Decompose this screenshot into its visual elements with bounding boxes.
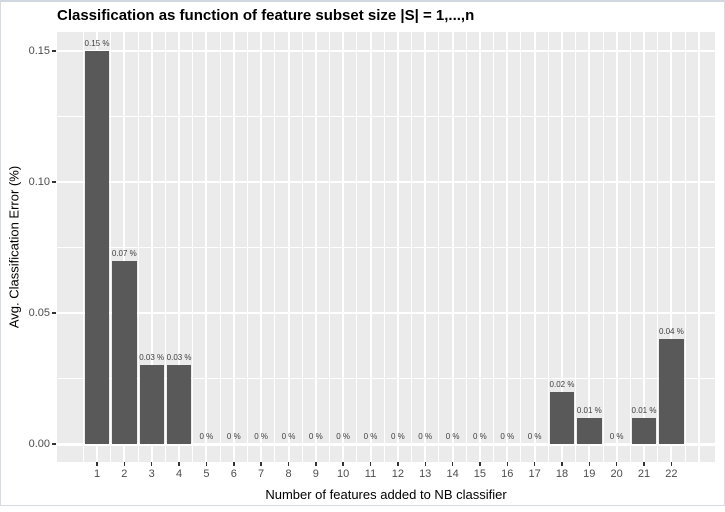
x-axis-tick	[96, 462, 98, 466]
x-axis-tick	[205, 462, 208, 466]
bar-value-label: 0 %	[254, 432, 268, 441]
x-axis-tick-label: 4	[176, 468, 183, 480]
x-axis-tick	[123, 462, 126, 466]
bar-value-label: 0.15 %	[84, 39, 110, 48]
bar-21	[631, 417, 657, 444]
x-axis-tick	[561, 462, 563, 466]
x-axis-tick-label: 1	[93, 468, 101, 480]
bar-value-label: 0 %	[609, 432, 624, 441]
x-axis-tick	[233, 462, 235, 466]
y-axis-tick	[52, 443, 56, 445]
x-axis-tick	[342, 462, 344, 466]
x-axis-tick-label: 20	[610, 468, 623, 480]
x-axis-tick-label: 12	[391, 468, 405, 480]
bar-value-label: 0 %	[308, 432, 323, 441]
x-axis-tick-label: 19	[583, 468, 596, 480]
bar-value-label: 0 %	[500, 432, 515, 441]
x-axis-tick	[287, 462, 290, 466]
bar-value-label: 0 %	[472, 432, 487, 441]
h-gridline-major	[57, 181, 715, 183]
y-axis-tick	[52, 50, 56, 52]
x-axis-tick-label: 22	[665, 468, 678, 480]
x-axis-tick	[260, 462, 262, 466]
bar-22	[659, 339, 684, 444]
x-axis-tick	[178, 462, 180, 466]
y-axis-title: Avg. Classification Error (%)	[6, 165, 22, 329]
bar-value-label: 0 %	[226, 432, 241, 441]
bar-value-label: 0 %	[281, 432, 296, 441]
x-axis-tick	[479, 462, 481, 466]
x-axis-tick	[315, 462, 317, 466]
x-axis-tick-label: 3	[148, 468, 155, 480]
bar-2	[112, 260, 137, 444]
x-axis-tick-label: 15	[473, 468, 487, 480]
x-axis-tick	[533, 462, 536, 466]
bar-1	[84, 51, 110, 444]
y-axis-tick-label: 0.10	[28, 176, 50, 188]
bar-value-label: 0.04 %	[658, 327, 684, 337]
x-axis-tick-label: 21	[637, 468, 651, 480]
x-axis-tick-label: 9	[312, 468, 319, 480]
x-axis-tick-label: 8	[285, 468, 292, 480]
chart-title: Classification as function of feature su…	[57, 7, 475, 24]
bar-3	[139, 365, 164, 444]
x-axis-tick-label: 5	[203, 468, 210, 480]
bar-value-label: 0 %	[390, 432, 405, 441]
bar-value-label: 0 %	[199, 432, 214, 441]
x-axis-tick	[506, 462, 508, 466]
x-axis-tick	[615, 462, 618, 466]
x-axis-tick-label: 2	[121, 468, 128, 480]
h-gridline-major	[57, 312, 715, 314]
bar-19	[577, 417, 602, 444]
x-axis-title: Number of features added to NB classifie…	[265, 487, 507, 502]
x-axis-tick-label: 6	[230, 468, 237, 480]
bar-value-label: 0.01 %	[576, 405, 602, 415]
bar-value-label: 0.01 %	[631, 405, 657, 415]
x-axis-tick	[150, 462, 153, 466]
y-axis-tick	[52, 312, 56, 314]
x-axis-tick	[643, 462, 645, 466]
h-gridline-minor	[57, 247, 715, 248]
x-axis-tick-label: 10	[336, 468, 350, 480]
x-axis-tick	[369, 462, 372, 466]
bar-value-label: 0.02 %	[549, 379, 575, 389]
bar-value-label: 0.07 %	[111, 248, 137, 258]
x-axis-tick-label: 7	[258, 468, 265, 480]
h-gridline-major	[57, 443, 715, 446]
x-axis-tick	[588, 462, 590, 466]
h-gridline-minor	[57, 378, 715, 379]
y-axis-tick-label: 0.00	[28, 438, 50, 450]
x-axis-tick-label: 13	[419, 468, 432, 480]
x-axis-tick-label: 17	[528, 468, 541, 480]
x-axis-tick	[670, 462, 673, 466]
x-axis-tick-label: 16	[501, 468, 514, 480]
x-axis-tick	[451, 462, 454, 466]
y-axis-tick-label: 0.05	[28, 307, 50, 319]
h-gridline-minor	[57, 116, 715, 117]
y-axis-tick-label: 0.15	[28, 45, 50, 57]
bar-4	[166, 365, 192, 444]
bar-value-label: 0 %	[336, 432, 350, 441]
x-axis-tick-label: 11	[364, 468, 377, 480]
x-axis-tick	[397, 462, 399, 466]
x-axis-tick	[424, 462, 426, 466]
bar-value-label: 0.03 %	[166, 353, 192, 363]
h-gridline-major	[57, 50, 715, 52]
bar-value-label: 0 %	[363, 432, 378, 441]
bar-value-label: 0.03 %	[139, 353, 165, 363]
bar-value-label: 0 %	[418, 432, 433, 441]
x-axis-tick-label: 18	[555, 468, 569, 480]
bar-value-label: 0 %	[527, 432, 542, 441]
y-axis-tick	[52, 181, 56, 183]
bar-18	[549, 391, 575, 444]
x-axis-tick-label: 14	[446, 468, 459, 480]
plot-panel: 0.15 % 0.07 % 0.03 % 0.03 % 0 % 0 % 0 % 0 % 0 % 0…	[57, 32, 715, 462]
bar-value-label: 0 %	[445, 432, 460, 441]
